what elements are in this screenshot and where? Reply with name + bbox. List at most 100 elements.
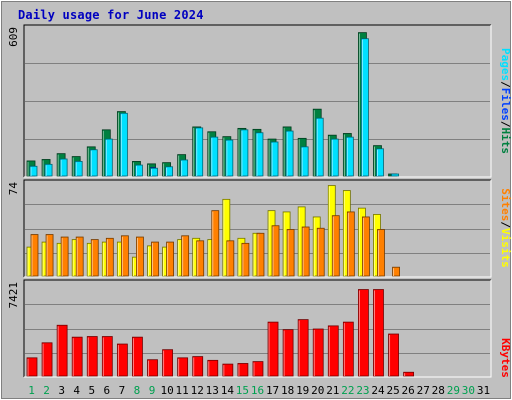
- x-tick-label: 14: [221, 384, 235, 397]
- y-max-label: 609: [7, 27, 20, 47]
- x-tick-label: 17: [266, 384, 279, 397]
- bar-pages-day-3: [59, 158, 68, 177]
- bar-pages-day-8: [135, 164, 143, 177]
- bar-pages-day-17: [270, 141, 279, 177]
- plot-border-top: [23, 179, 491, 277]
- bar-sites-day-1: [30, 234, 39, 277]
- bar-pages-day-18: [285, 130, 294, 177]
- legend-bottom: KBytes: [499, 338, 512, 378]
- x-tick-label: 13: [206, 384, 219, 397]
- bar-kbytes-day-1: [26, 357, 38, 377]
- bar-sites-day-4: [75, 236, 84, 277]
- y-max-label: 7421: [7, 282, 20, 309]
- plot-border-bottom: [24, 280, 492, 378]
- legend-label: /: [499, 81, 512, 88]
- x-tick-label: 24: [371, 384, 385, 397]
- bar-pages-day-6: [104, 138, 113, 177]
- bar-kbytes-day-19: [297, 319, 309, 377]
- bar-kbytes-day-17: [267, 321, 279, 377]
- x-tick-label: 3: [58, 384, 65, 397]
- bar-sites-day-21: [331, 215, 340, 277]
- bar-kbytes-day-12: [192, 356, 204, 377]
- x-tick-label: 20: [311, 384, 324, 397]
- bar-kbytes-day-26: [403, 371, 415, 377]
- bar-pages-day-5: [89, 149, 98, 177]
- bar-sites-day-5: [90, 239, 99, 277]
- page-title: Daily usage for June 2024: [18, 8, 204, 22]
- legend-middle: Sites/Visits: [499, 188, 512, 268]
- y-max-label: 74: [7, 182, 20, 196]
- bar-kbytes-day-7: [116, 343, 128, 377]
- bar-pages-day-15: [240, 129, 249, 177]
- bar-pages-day-16: [255, 132, 264, 177]
- x-tick-label: 26: [402, 384, 415, 397]
- x-tick-label: 16: [251, 384, 264, 397]
- x-tick-label: 1: [28, 384, 35, 397]
- bar-visits-day-14: [222, 198, 231, 277]
- bar-kbytes-day-22: [342, 321, 354, 377]
- x-tick-label: 25: [386, 384, 399, 397]
- legend-label: Hits: [499, 128, 512, 155]
- bar-kbytes-day-6: [101, 336, 113, 377]
- bar-sites-day-10: [166, 241, 174, 277]
- plot-border-top: [23, 279, 491, 377]
- legend-label: /: [499, 121, 512, 128]
- x-tick-label: 27: [417, 384, 430, 397]
- x-tick-label: 7: [119, 384, 126, 397]
- bar-kbytes-day-5: [86, 336, 98, 377]
- bar-kbytes-day-8: [132, 336, 143, 377]
- bar-pages-day-11: [180, 159, 189, 177]
- bar-pages-day-10: [165, 166, 173, 177]
- x-tick-label: 12: [191, 384, 204, 397]
- x-tick-label: 21: [326, 384, 339, 397]
- legend-label: /: [499, 221, 512, 228]
- bar-kbytes-day-2: [41, 342, 53, 377]
- bar-pages-day-21: [330, 138, 339, 177]
- bar-sites-day-23: [362, 216, 370, 277]
- bar-sites-day-18: [286, 229, 295, 277]
- bar-kbytes-day-10: [162, 349, 173, 377]
- bar-pages-day-4: [74, 161, 83, 177]
- bar-pages-day-25: [391, 173, 399, 177]
- plot-border-top: [23, 24, 491, 177]
- bar-kbytes-day-4: [71, 336, 83, 377]
- bar-pages-day-22: [345, 136, 354, 177]
- x-tick-label: 31: [477, 384, 490, 397]
- bar-kbytes-day-11: [177, 357, 189, 377]
- bar-kbytes-day-21: [327, 325, 339, 377]
- bar-sites-day-9: [151, 241, 159, 277]
- bar-pages-day-14: [225, 139, 234, 177]
- bar-sites-day-12: [196, 240, 205, 277]
- x-tick-label: 5: [88, 384, 95, 397]
- x-tick-label: 11: [176, 384, 189, 397]
- bar-pages-day-20: [315, 117, 324, 177]
- plot-border-bottom: [24, 25, 492, 178]
- bar-kbytes-day-20: [312, 328, 324, 377]
- x-tick-label: 19: [296, 384, 309, 397]
- bar-sites-day-22: [346, 211, 355, 277]
- x-tick-label: 10: [160, 384, 173, 397]
- bar-kbytes-day-18: [282, 329, 294, 377]
- x-tick-label: 22: [341, 384, 354, 397]
- x-tick-label: 23: [356, 384, 369, 397]
- x-tick-label: 30: [462, 384, 475, 397]
- bar-kbytes-day-25: [388, 333, 399, 377]
- bar-kbytes-day-14: [222, 363, 234, 377]
- legend-label: Files: [499, 88, 512, 121]
- legend-top: Pages/Files/Hits: [499, 48, 512, 154]
- bar-pages-day-19: [300, 146, 309, 177]
- legend-label: Sites: [499, 188, 512, 221]
- x-tick-label: 15: [236, 384, 249, 397]
- bar-sites-day-24: [377, 229, 385, 277]
- bar-sites-day-17: [271, 225, 280, 277]
- bar-pages-day-1: [29, 165, 38, 177]
- bar-pages-day-13: [210, 136, 219, 177]
- bar-pages-day-23: [361, 38, 369, 177]
- bar-sites-day-19: [301, 226, 310, 277]
- legend-label: Pages: [499, 48, 512, 81]
- bar-sites-day-11: [181, 235, 190, 277]
- bar-kbytes-day-24: [373, 289, 384, 377]
